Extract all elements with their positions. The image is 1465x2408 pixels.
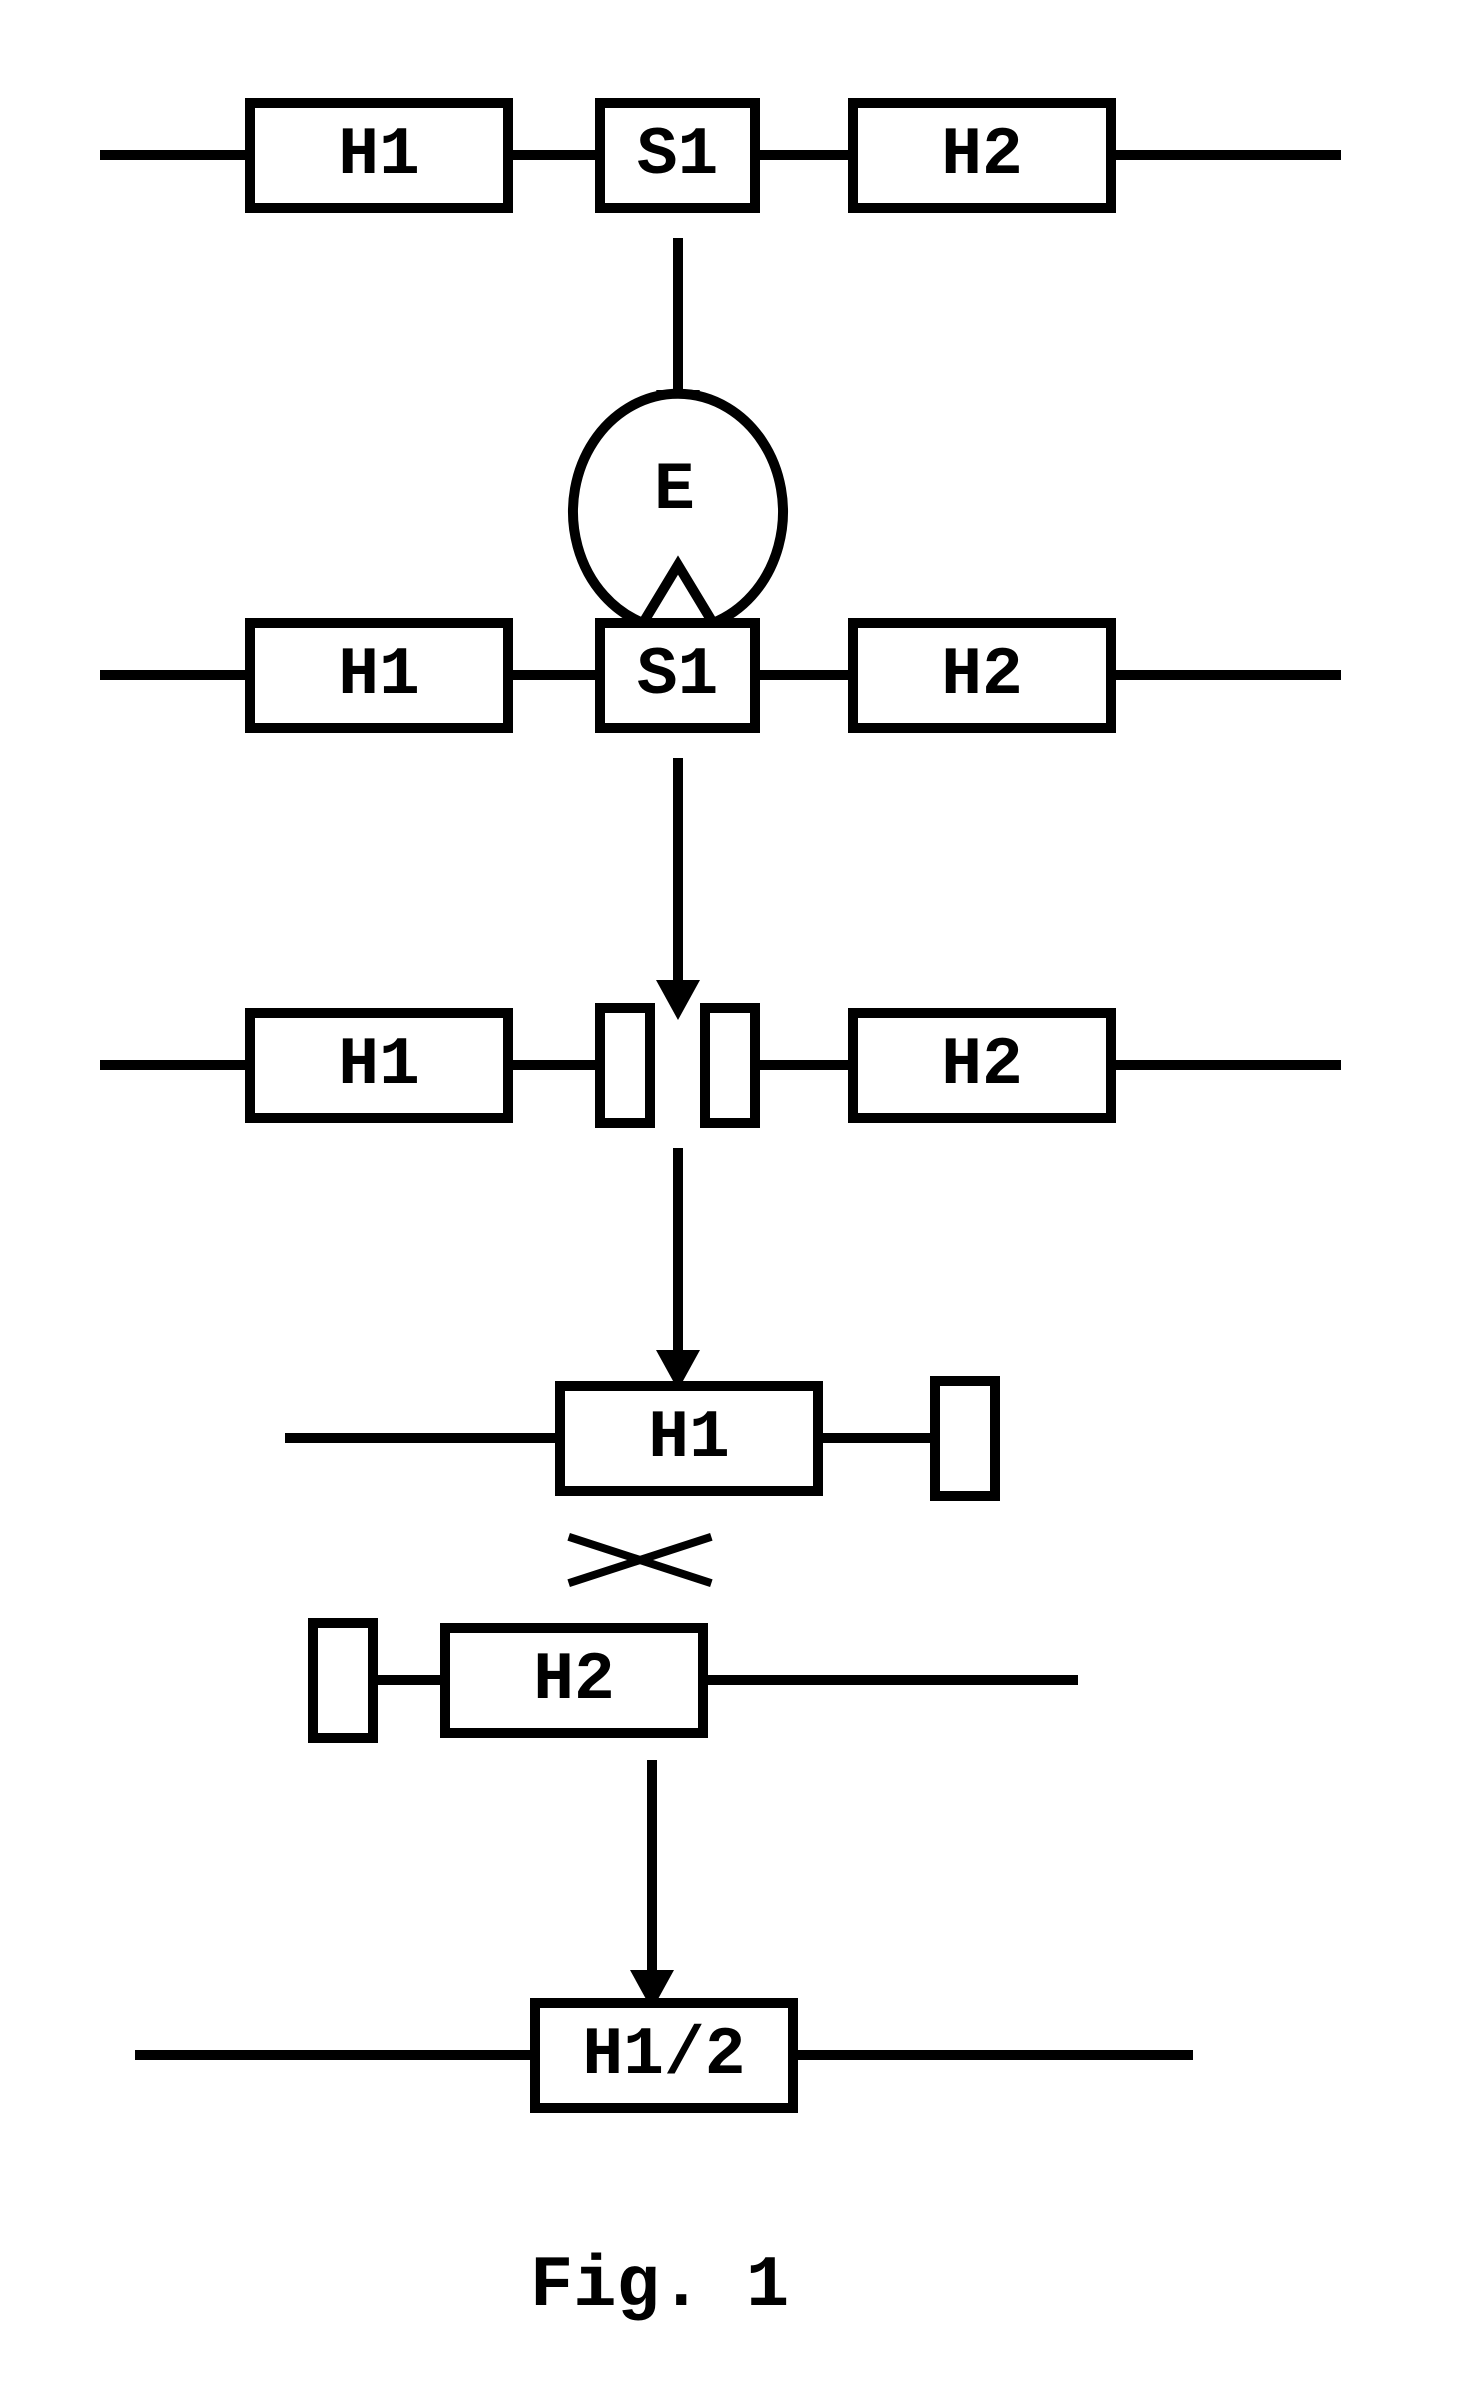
figure-caption: Fig. 1: [530, 2245, 789, 2327]
s2-h2-label: H2: [941, 637, 1023, 714]
s1-s1-label: S1: [637, 117, 719, 194]
s1-line-0: [100, 150, 245, 160]
arrow-3-line: [673, 1148, 683, 1355]
s4b-line-1: [708, 1675, 1078, 1685]
diagram-canvas: H1 S1 H2 E H1 S1 H2 H1 H2 H1 H2 H1/2: [0, 0, 1465, 2408]
s4t-box-h1: H1: [555, 1381, 823, 1496]
s4t-h1-label: H1: [648, 1400, 730, 1477]
s5-h12-label: H1/2: [582, 2017, 745, 2094]
arrow-2-line: [673, 758, 683, 985]
s1-box-h1: H1: [245, 98, 513, 213]
s3-h2-label: H2: [941, 1027, 1023, 1104]
s4b-line-0: [378, 1675, 440, 1685]
s3-line-1: [513, 1060, 595, 1070]
s2-box-s1: S1: [595, 618, 760, 733]
s1-line-1: [513, 150, 595, 160]
s4t-line-1: [823, 1433, 930, 1443]
s1-box-s1: S1: [595, 98, 760, 213]
s4b-frag: [308, 1618, 378, 1743]
arrow-4-line: [647, 1760, 657, 1975]
s2-line-1: [513, 670, 595, 680]
s2-line-0: [100, 670, 245, 680]
s1-h2-label: H2: [941, 117, 1023, 194]
s4t-line-0: [285, 1433, 555, 1443]
s4t-frag: [930, 1376, 1000, 1501]
s2-line-2: [760, 670, 848, 680]
s3-frag-left: [595, 1003, 655, 1128]
enzyme-label: E: [654, 452, 695, 529]
s3-line-3: [1116, 1060, 1341, 1070]
s3-frag-right: [700, 1003, 760, 1128]
s3-box-h1: H1: [245, 1008, 513, 1123]
s5-box-h12: H1/2: [530, 1998, 798, 2113]
s1-h1-label: H1: [338, 117, 420, 194]
s4b-box-h2: H2: [440, 1623, 708, 1738]
s2-box-h2: H2: [848, 618, 1116, 733]
s3-line-2: [760, 1060, 848, 1070]
s2-line-3: [1116, 670, 1341, 680]
arrow-1-line: [673, 238, 683, 395]
s1-line-2: [760, 150, 848, 160]
s3-h1-label: H1: [338, 1027, 420, 1104]
s3-box-h2: H2: [848, 1008, 1116, 1123]
s3-line-0: [100, 1060, 245, 1070]
s2-h1-label: H1: [338, 637, 420, 714]
s5-line-0: [135, 2050, 530, 2060]
s2-box-h1: H1: [245, 618, 513, 733]
s2-s1-label: S1: [637, 637, 719, 714]
arrow-2-head: [656, 980, 700, 1020]
s5-line-1: [798, 2050, 1193, 2060]
s1-box-h2: H2: [848, 98, 1116, 213]
s4b-h2-label: H2: [533, 1642, 615, 1719]
s1-line-3: [1116, 150, 1341, 160]
